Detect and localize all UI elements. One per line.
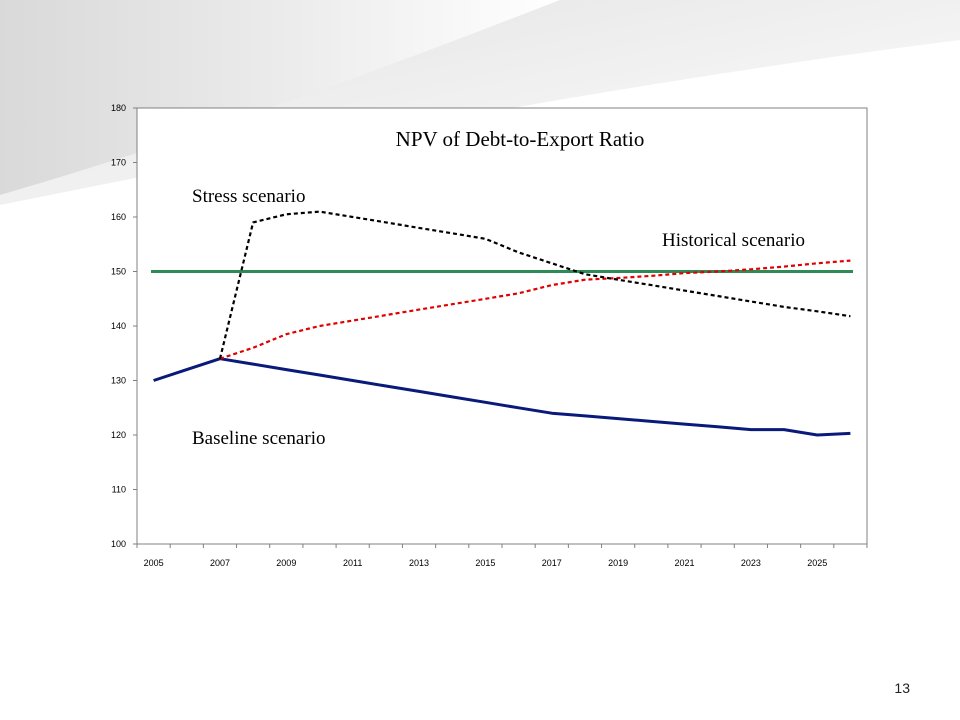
x-tick-label: 2023 <box>741 558 761 568</box>
y-tick-label: 110 <box>112 485 126 495</box>
x-tick-label: 2017 <box>542 558 562 568</box>
historical-scenario-line <box>219 259 851 360</box>
y-tick-label: 120 <box>111 430 126 440</box>
y-tick-label: 180 <box>111 103 126 113</box>
x-tick-label: 2009 <box>276 558 296 568</box>
y-tick-label: 140 <box>111 321 126 331</box>
x-tick-label: 2013 <box>409 558 429 568</box>
y-tick-label: 130 <box>111 376 126 386</box>
x-tick-label: 2019 <box>608 558 628 568</box>
baseline-scenario-label: Baseline scenario <box>192 428 325 449</box>
stress-scenario-line <box>218 210 851 359</box>
stress-scenario-label: Stress scenario <box>192 186 305 207</box>
page-number: 13 <box>894 680 910 696</box>
y-axis: 100 110 120 130 140 150 160 170 180 <box>111 103 137 549</box>
series-layer <box>151 210 853 437</box>
historical-scenario-label: Historical scenario <box>662 230 805 251</box>
y-tick-label: 160 <box>111 212 126 222</box>
y-tick-label: 170 <box>111 158 126 168</box>
baseline-scenario-line <box>153 357 851 437</box>
y-tick-label: 100 <box>111 539 126 549</box>
chart-title: NPV of Debt-to-Export Ratio <box>396 127 645 151</box>
x-tick-label: 2015 <box>475 558 495 568</box>
x-tick-label: 2021 <box>674 558 694 568</box>
x-tick-label: 2007 <box>210 558 230 568</box>
plot-area <box>136 107 868 545</box>
x-tick-label: 2005 <box>144 558 164 568</box>
x-tick-label: 2011 <box>343 558 362 568</box>
y-tick-label: 150 <box>111 267 126 277</box>
x-tick-label: 2025 <box>807 558 827 568</box>
x-axis: 2005 2007 2009 2011 2013 2015 2017 2019 2021 2023… <box>136 544 868 568</box>
